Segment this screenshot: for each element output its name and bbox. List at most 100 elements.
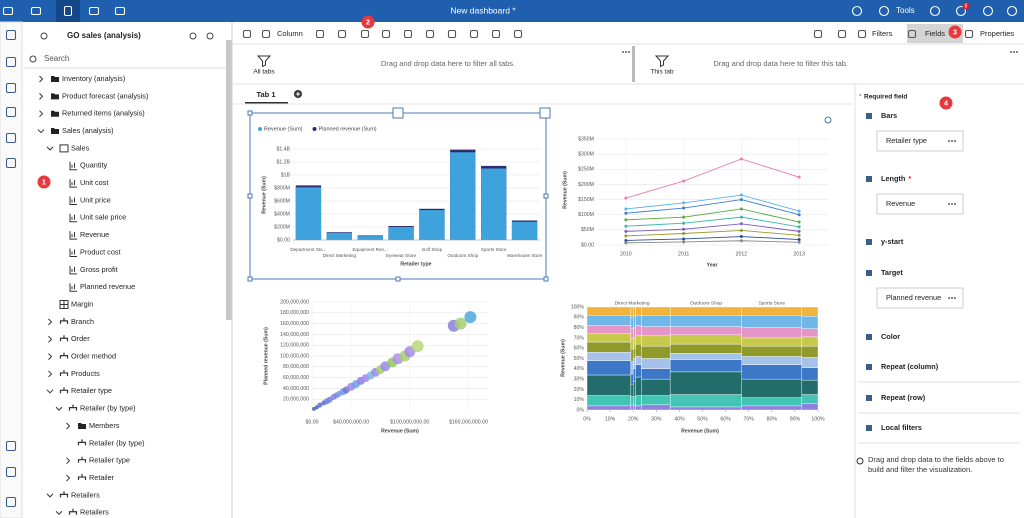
tree-item[interactable]: Unit cost (80, 178, 108, 187)
slot-value-box[interactable] (876, 287, 964, 309)
slot-menu[interactable] (948, 297, 950, 299)
collapse-chevron[interactable] (37, 129, 45, 134)
tree-item[interactable]: Order method (71, 352, 116, 361)
insight-icon[interactable] (824, 116, 832, 124)
toolbar-icon[interactable] (242, 29, 252, 39)
nav-icon[interactable] (5, 440, 17, 452)
tree-item[interactable]: Unit sale price (80, 213, 126, 222)
slot-menu[interactable] (954, 297, 956, 299)
tree-item[interactable]: Inventory (analysis) (62, 74, 125, 83)
nav-icon[interactable] (5, 157, 17, 169)
fields-label[interactable]: Fields (925, 29, 945, 38)
expand-chevron[interactable] (48, 318, 53, 326)
slot-menu[interactable] (948, 203, 950, 205)
tree-item[interactable]: Retailer type (89, 456, 130, 465)
nav-icon[interactable] (5, 132, 17, 144)
slot-icon[interactable] (866, 239, 872, 245)
collapse-chevron[interactable] (46, 389, 54, 394)
nav-icon[interactable] (5, 29, 17, 41)
filters-button[interactable]: Filters (872, 29, 893, 38)
focus-handle[interactable] (539, 107, 551, 119)
expand-chevron[interactable] (39, 110, 44, 118)
column-button[interactable]: Column (277, 29, 303, 38)
resize-handle[interactable] (247, 276, 253, 282)
slot-menu[interactable] (954, 140, 956, 142)
toolbar-icon[interactable] (403, 29, 413, 39)
tree-item[interactable]: Retailer (by type) (89, 438, 145, 447)
fields-button[interactable] (907, 24, 963, 43)
tree-item[interactable]: Returned items (analysis) (62, 109, 145, 118)
expand-chevron[interactable] (39, 92, 44, 100)
collapse-chevron[interactable] (55, 406, 63, 411)
toolbar-icon[interactable] (469, 29, 479, 39)
move-handle[interactable] (392, 107, 404, 119)
expand-chevron[interactable] (48, 335, 53, 343)
toolbar-icon[interactable] (425, 29, 435, 39)
search-input[interactable]: Search (44, 54, 69, 63)
resize-handle[interactable] (247, 110, 253, 116)
icon[interactable] (114, 6, 126, 16)
expand-chevron[interactable] (48, 370, 53, 378)
expand-chevron[interactable] (39, 75, 44, 83)
properties-button[interactable]: Properties (980, 29, 1014, 38)
resize-handle[interactable] (395, 276, 401, 282)
topbar-icon[interactable] (851, 5, 863, 17)
topbar-icon[interactable] (982, 5, 994, 17)
icon[interactable] (88, 6, 100, 16)
more-menu[interactable] (1016, 51, 1018, 53)
header-icon[interactable] (40, 32, 48, 40)
tree-item[interactable]: Retailer (by type) (80, 404, 136, 413)
expand-chevron[interactable] (66, 474, 71, 482)
toolbar-icon[interactable] (857, 29, 867, 39)
tree-item[interactable]: Planned revenue (80, 282, 135, 291)
filter-splitter[interactable] (632, 46, 635, 82)
more-menu[interactable] (1013, 51, 1015, 53)
tree-item[interactable]: Branch (71, 317, 94, 326)
tree-item[interactable]: Product cost (80, 247, 121, 256)
collapse-chevron[interactable] (46, 146, 54, 151)
toolbar-icon[interactable] (491, 29, 501, 39)
resize-handle[interactable] (543, 193, 549, 199)
tree-item[interactable]: Revenue (80, 230, 109, 239)
tools-label[interactable]: Tools (896, 6, 915, 15)
tree-item[interactable]: Products (71, 369, 100, 378)
header-icon[interactable] (29, 55, 37, 63)
toolbar-icon[interactable] (337, 29, 347, 39)
slot-icon[interactable] (866, 395, 872, 401)
topbar-icon[interactable] (929, 5, 941, 17)
toolbar-icon[interactable] (907, 29, 917, 39)
toolbar-icon[interactable] (381, 29, 391, 39)
tree-item[interactable]: Margin (71, 299, 93, 308)
tree-item[interactable]: Retailer (89, 473, 115, 482)
slot-icon[interactable] (866, 176, 872, 182)
toolbar-icon[interactable] (837, 29, 847, 39)
tree-item[interactable]: Members (89, 421, 120, 430)
slot-icon[interactable] (866, 334, 872, 340)
tree-item[interactable]: Quantity (80, 161, 108, 170)
tree-item[interactable]: Sales (analysis) (62, 126, 114, 135)
topbar-icon[interactable] (955, 5, 967, 17)
toolbar-icon[interactable] (315, 29, 325, 39)
icon[interactable] (30, 6, 42, 16)
toolbar-icon[interactable] (261, 29, 271, 39)
tree-item[interactable]: Retailers (71, 490, 100, 499)
tab[interactable]: Tab 1 (256, 90, 275, 99)
slot-icon[interactable] (866, 113, 872, 119)
header-icon[interactable] (189, 32, 197, 40)
edit-mode-button[interactable] (56, 0, 80, 22)
nav-icon[interactable] (5, 496, 17, 508)
slot-value-box[interactable] (876, 193, 964, 215)
nav-icon[interactable] (5, 56, 17, 68)
dashboard-title[interactable]: New dashboard * (450, 5, 516, 15)
nav-icon[interactable] (5, 82, 17, 94)
toolbar-icon[interactable] (964, 29, 974, 39)
expand-chevron[interactable] (66, 422, 71, 430)
expand-chevron[interactable] (66, 457, 71, 465)
nav-icon[interactable] (5, 466, 17, 478)
tree-item[interactable]: Retailers (80, 508, 109, 517)
icon[interactable] (2, 6, 14, 16)
header-icon[interactable] (206, 32, 214, 40)
tree-item[interactable]: Gross profit (80, 265, 118, 274)
tree-item[interactable]: Product forecast (analysis) (62, 91, 148, 100)
topbar-icon[interactable] (1006, 5, 1018, 17)
